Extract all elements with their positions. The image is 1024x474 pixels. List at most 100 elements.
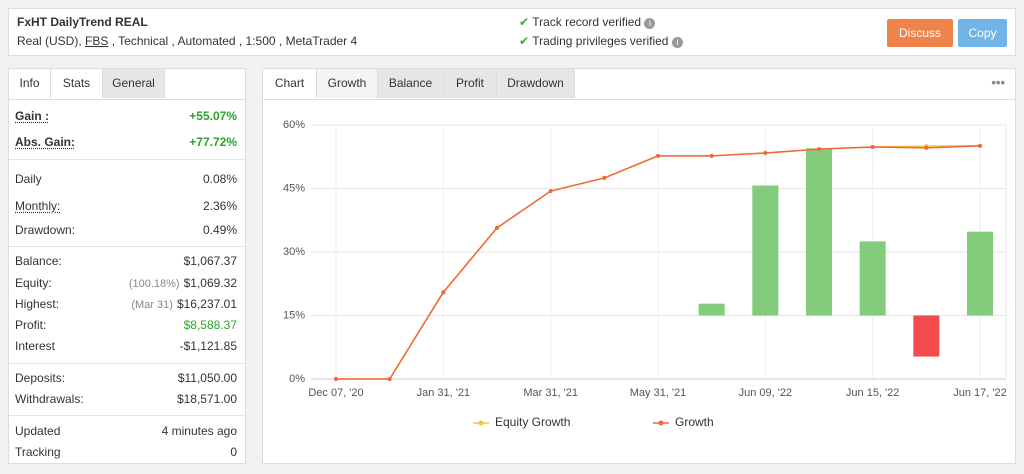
stat-value: 0.49% [202,223,237,237]
stat-label: Drawdown: [15,223,76,237]
stat-value: 0.08% [202,172,237,186]
tab[interactable]: Chart [263,69,317,98]
verification: ✔ Track record verified i [519,15,656,29]
check-icon: ✔ [519,15,530,29]
separator [9,363,245,364]
y-tick-label: 0% [289,373,305,385]
point [441,290,446,295]
point [495,225,499,230]
subtitle-text: , Technical , Automated , 1:500 , MetaTr… [108,34,358,48]
verification: ✔ Trading privileges verified i [519,34,683,48]
stat-label: Equity: [15,276,52,290]
x-tick-label: Jun 17, '22 [953,387,1006,399]
stat-value-text: $1,069.32 [183,276,237,290]
stat-label: Tracking [15,445,61,459]
stat-label: Abs. Gain: [15,135,76,149]
account-title: FxHT DailyTrend REAL [17,15,148,29]
stat-value: 2.36% [202,199,237,213]
stat-value: $18,571.00 [176,392,237,406]
separator [9,415,245,416]
point [387,377,392,381]
bar [913,315,940,357]
bar [806,148,832,316]
stat-label: Deposits: [15,371,66,385]
x-tick-label: Jun 09, '22 [739,387,792,399]
tab[interactable]: General [103,69,165,98]
stat-value: (Mar 31) $16,237.01 [131,297,237,311]
stat-label: Monthly: [15,199,61,213]
bar [752,185,779,316]
stat-note: (100.18%) [128,278,180,290]
point [334,377,338,381]
stat-value: -$1,121.85 [179,339,237,353]
point [709,153,714,158]
y-tick-label: 30% [283,246,305,258]
stat-value: $8,588.37 [183,318,237,332]
verification-text: Track record verified [532,15,642,29]
stat-label: Withdrawals: [15,392,84,406]
point [817,147,821,152]
stat-value: +77.72% [189,135,237,149]
separator [9,246,245,247]
stat-label: Gain : [15,109,50,123]
copy-button[interactable]: Copy [958,19,1007,47]
legend-label: Equity Growth [495,415,570,429]
stat-value: $11,050.00 [177,371,237,385]
stat-note: (Mar 31) [131,299,173,311]
point [656,153,660,158]
x-tick-label: Jan 31, '21 [417,387,470,399]
check-icon: ✔ [519,34,530,48]
stat-value: (100.18%) $1,069.32 [129,276,237,290]
subtitle-text: Real (USD), [17,34,86,48]
bar [967,231,993,316]
tab[interactable]: Drawdown [497,69,575,98]
separator [9,159,245,160]
stat-value-text: $16,237.01 [176,297,237,311]
chart-tabs: Chart Growth Balance Profit Drawdown ••• [263,69,1015,100]
x-tick-label: Dec 07, '20 [308,387,363,399]
info-icon[interactable]: i [644,18,656,29]
chart: 0% 15% 30% 45% 60% Dec 07, '20 Jan 31, '21 Mar … [283,119,1007,429]
account-subtitle: Real (USD), FBS , Technical , Automated … [17,34,357,48]
point [602,175,607,180]
stat-label: Daily [15,172,42,186]
stat-label: Highest: [15,297,60,311]
bar [698,303,725,316]
header-bar: FxHT DailyTrend REAL Real (USD), FBS , T… [8,8,1016,56]
point [978,143,982,148]
tab[interactable]: Growth [317,69,378,98]
bar [859,241,886,316]
legend-label: Growth [675,415,714,429]
tab[interactable]: Balance [378,69,444,98]
x-tick-label: May 31, '21 [630,387,687,399]
x-tick-label: Mar 31, '21 [523,387,578,399]
tab[interactable]: Profit [444,69,497,98]
tab[interactable]: Info [9,69,51,98]
tab[interactable]: Stats [51,69,103,98]
stat-value: +55.07% [189,109,237,123]
chart-panel: Chart Growth Balance Profit Drawdown •••… [262,68,1016,464]
stat-label: Profit: [15,318,47,332]
legend-marker [658,420,664,426]
discuss-button[interactable]: Discuss [887,19,953,47]
y-tick-label: 60% [283,119,305,131]
point [924,145,929,150]
stats-panel: Info Stats General Gain : +55.07% Abs. Gai… [8,68,246,464]
point [870,145,875,150]
y-tick-label: 15% [283,309,305,321]
broker-link[interactable]: FBS [85,34,109,48]
stat-label: Interest [15,339,56,353]
stat-value: $1,067.37 [183,254,237,268]
point [548,189,553,194]
x-tick-label: Jun 15, '22 [846,387,899,399]
menu-dots[interactable]: ••• [991,75,1005,90]
info-icon[interactable]: i [671,37,683,48]
verification-text: Trading privileges verified [532,34,669,48]
stat-value: 4 minutes ago [161,424,237,438]
y-tick-label: 45% [283,182,305,194]
stat-label: Balance: [15,254,62,268]
legend-marker [478,420,484,426]
stats-tabs: Info Stats General [9,69,245,100]
stat-value: 0 [230,445,237,459]
point [763,150,768,155]
